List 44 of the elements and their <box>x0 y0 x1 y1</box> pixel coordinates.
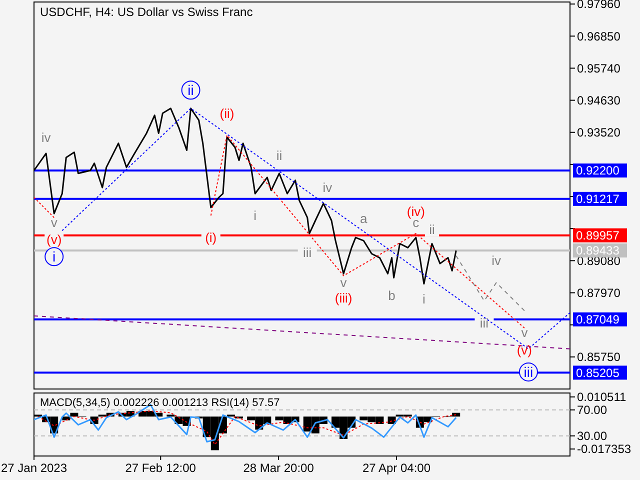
y2-tick-label: -0.017353 <box>577 442 632 456</box>
ref-line-label: 0.87049 <box>576 312 620 327</box>
y2-tick-label: 0.010511 <box>577 390 626 404</box>
annotation: i <box>422 291 426 306</box>
chart-title: MACD(5,34,5) 0.002226 0.001213 RSI(14) 57.57 <box>40 397 280 409</box>
data-label: i <box>52 248 56 265</box>
x-tick-label: 28 Mar 20:00 <box>243 461 314 475</box>
y-tick-label: 0.95740 <box>577 61 621 76</box>
data-label: (v) <box>46 232 62 248</box>
data-label: v <box>521 325 528 340</box>
y-tick-label: 0.87970 <box>577 286 621 300</box>
annotation: a <box>360 211 368 226</box>
annotation: v <box>50 215 58 230</box>
annotation: iii <box>303 245 312 260</box>
annotation: ii <box>429 222 435 238</box>
data-label: (i) <box>205 230 217 246</box>
y-tick-label: 0.85750 <box>577 350 621 364</box>
annotation: i <box>254 208 257 224</box>
ref-line-label: 0.85205 <box>576 366 620 380</box>
y-tick-label: 0.97960 <box>577 0 621 12</box>
ref-line-label: 0.89957 <box>576 228 620 243</box>
ref-line-label: 0.91217 <box>576 192 620 206</box>
data-label: (v) <box>516 342 532 358</box>
x-tick-label: 27 Jan 2023 <box>0 461 68 475</box>
chart-title: USDCHF, H4: US Dollar vs Swiss Franc <box>40 5 253 19</box>
data-label: iii <box>480 315 489 330</box>
ref-line-label: 0.92200 <box>576 164 620 178</box>
y-tick-label: 70.00 <box>577 403 608 418</box>
y-tick-label: 0.96850 <box>577 29 621 44</box>
data-label: iv <box>492 253 502 268</box>
y-tick-label: 0.94630 <box>577 93 621 108</box>
annotation: b <box>388 288 396 304</box>
annotation: iv <box>322 180 333 196</box>
annotation: ii <box>276 148 282 164</box>
y-tick-label: 0.93520 <box>577 126 621 140</box>
annotation: iv <box>41 130 52 145</box>
data-label: (ii) <box>220 106 234 121</box>
data-label: iii <box>524 364 534 380</box>
annotation: v <box>340 275 348 290</box>
data-label: ii <box>188 82 194 98</box>
data-label: (iii) <box>334 290 352 306</box>
x-tick-label: 27 Apr 04:00 <box>362 461 431 475</box>
x-tick-label: 27 Feb 12:00 <box>125 461 196 475</box>
y-tick-label: 30.00 <box>577 429 608 444</box>
